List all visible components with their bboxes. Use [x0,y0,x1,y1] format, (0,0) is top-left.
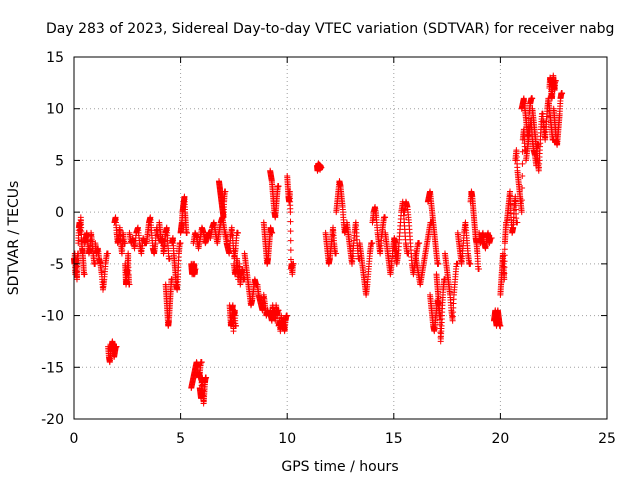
data-point-marker [501,264,508,271]
data-point-marker [501,276,508,283]
data-point-marker [126,281,133,288]
data-point-marker [177,240,184,247]
y-tick-label: 10 [46,102,64,118]
data-point-marker [287,237,294,244]
y-axis-label: SDTVAR / TECUs [6,181,22,296]
data-point-marker [518,197,525,204]
data-point-marker [435,260,442,267]
data-point-marker [183,229,190,236]
data-point-marker [113,343,120,350]
chart-title: Day 283 of 2023, Sidereal Day-to-day VTE… [46,21,614,37]
data-point-marker [192,266,199,273]
data-point-marker [287,218,294,225]
data-point-marker [501,246,508,253]
data-point-marker [287,247,294,254]
data-point-marker [333,250,340,257]
x-tick-label: 5 [176,431,185,447]
y-tick-label: 0 [55,205,64,221]
data-point-marker [559,90,566,97]
y-tick-label: -10 [41,309,64,325]
y-tick-label: 15 [46,50,64,66]
data-point-marker [501,270,508,277]
data-point-marker [519,172,526,179]
data-point-marker [287,228,294,235]
data-point-marker [121,240,128,247]
data-point-marker [203,374,210,381]
data-point-marker [287,209,294,216]
y-tick-label: -15 [41,360,64,376]
data-point-marker [104,250,111,257]
y-tick-label: -20 [41,412,64,428]
data-point-marker [232,322,239,329]
data-point-marker [198,359,205,366]
data-point-marker [222,188,229,195]
data-point-marker [290,260,297,267]
data-point-marker [519,160,526,167]
data-point-marker [488,235,495,241]
data-point-marker [275,183,282,190]
axis-ticks [73,56,608,420]
grid-lines [74,57,607,419]
data-point-marker [529,95,536,102]
data-point-marker [369,240,376,247]
data-point-marker [467,260,474,267]
axis-tick-labels: 0 5 10 15 20 25 -20 -15 -10 -5 0 5 10 15 [41,50,616,447]
data-point-marker [519,185,526,192]
data-point-marker [92,260,99,267]
data-point-marker [497,322,504,329]
data-point-marker [501,252,508,259]
data-point-marker [287,256,294,263]
data-point-marker [501,258,508,265]
data-point-marker [234,229,241,236]
y-tick-label: -5 [50,257,64,273]
data-point-marker [518,209,525,216]
x-axis-label: GPS time / hours [281,459,398,475]
data-point-marker [284,312,291,319]
x-tick-label: 10 [278,431,296,447]
x-tick-label: 0 [70,431,79,447]
data-point-marker [475,266,482,273]
x-tick-label: 25 [598,431,616,447]
data-point-marker [275,307,282,314]
data-point-marker [552,77,559,84]
x-tick-label: 15 [385,431,403,447]
data-point-marker [416,240,423,247]
y-tick-label: 5 [55,153,64,169]
data-point-marker [382,214,389,221]
x-tick-label: 20 [491,431,509,447]
data-point-marker [318,164,325,171]
data-points [71,72,566,407]
data-point-marker [514,219,521,226]
data-point-marker [81,271,88,278]
data-point-marker [269,229,276,236]
plot-area-frame [73,56,608,420]
